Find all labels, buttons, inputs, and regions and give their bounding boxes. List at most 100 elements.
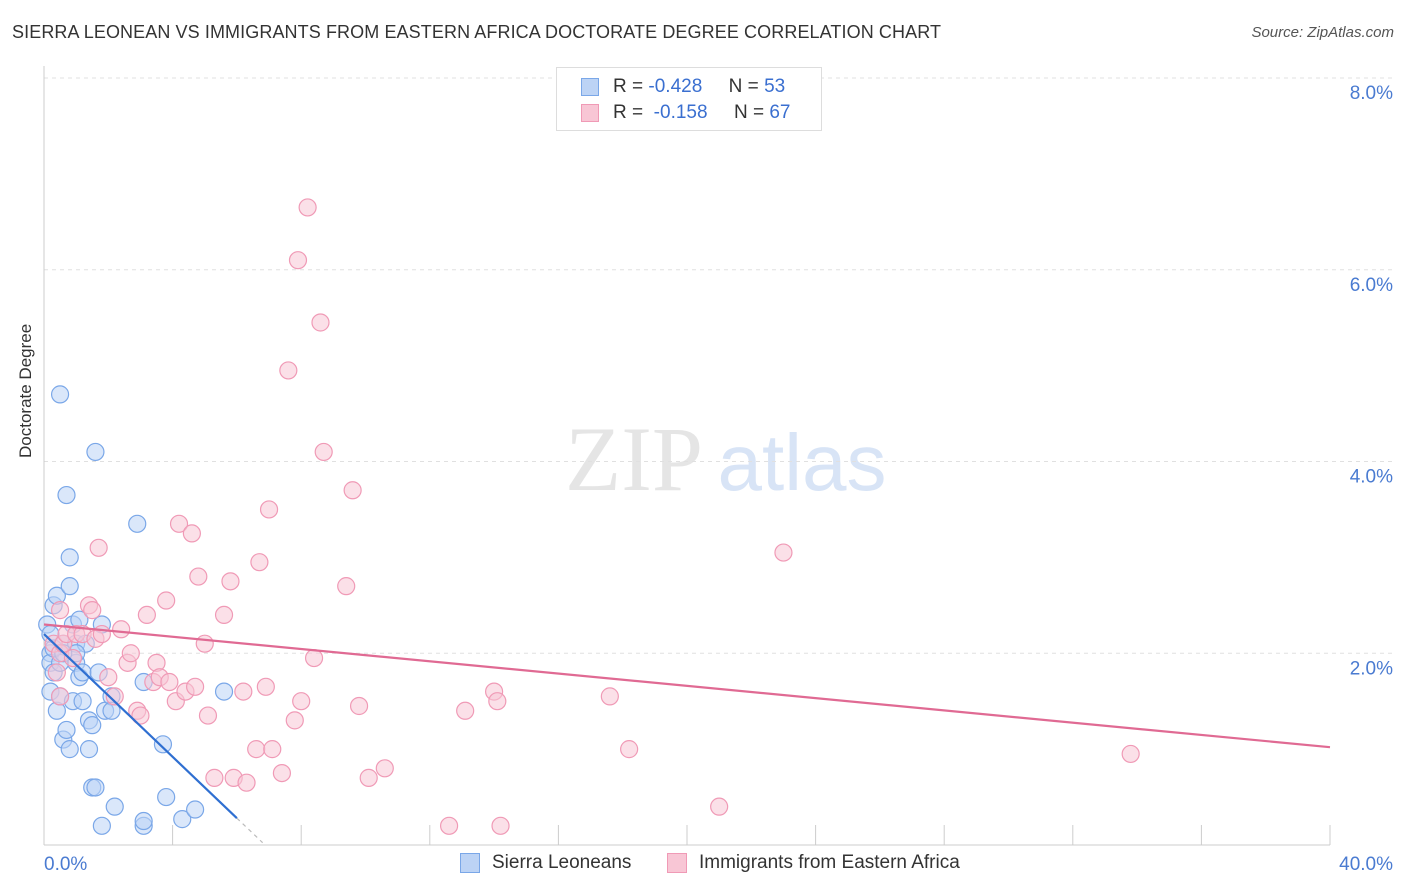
point-sierra-leonean [92, 816, 111, 835]
point-eastern-africa [92, 624, 111, 644]
point-eastern-africa [439, 816, 459, 835]
y-tick-label: 6.0% [1350, 275, 1393, 296]
point-sierra-leonean [173, 810, 192, 829]
point-sierra-leonean [60, 577, 79, 596]
point-eastern-africa [343, 481, 362, 500]
point-eastern-africa [234, 682, 253, 701]
point-eastern-africa [89, 538, 108, 557]
point-eastern-africa [50, 687, 70, 706]
point-sierra-leonean [86, 442, 105, 462]
point-eastern-africa [620, 740, 639, 759]
legend-swatch-blue [460, 853, 480, 873]
point-eastern-africa [259, 500, 279, 519]
stats-legend: R = -0.428 N = 53 R = -0.158 N = 67 [556, 67, 822, 131]
n-value: 67 [769, 102, 791, 123]
point-eastern-africa [247, 740, 266, 759]
watermark: ZIP atlas [565, 408, 886, 510]
point-eastern-africa [337, 577, 356, 596]
watermark-zip: ZIP [565, 408, 703, 510]
point-eastern-africa [250, 553, 269, 572]
point-eastern-africa [600, 687, 619, 706]
point-eastern-africa [279, 361, 298, 380]
r-value: -0.158 [653, 102, 708, 123]
source-credit: Source: ZipAtlas.com [1251, 24, 1394, 41]
point-eastern-africa [491, 816, 510, 835]
trend-lines [43, 623, 1331, 844]
points-layer [38, 198, 1140, 835]
point-eastern-africa [272, 763, 292, 783]
point-eastern-africa [121, 644, 140, 663]
point-sierra-leonean [105, 797, 124, 816]
point-eastern-africa [292, 692, 311, 711]
point-eastern-africa [47, 663, 66, 682]
point-eastern-africa [359, 768, 378, 787]
point-sierra-leonean [134, 811, 153, 831]
point-eastern-africa [105, 687, 124, 706]
point-eastern-africa [285, 711, 304, 730]
point-eastern-africa [186, 677, 205, 696]
point-eastern-africa [205, 768, 224, 787]
grid [44, 77, 1392, 654]
n-label: N = [733, 102, 765, 123]
point-sierra-leonean [73, 692, 92, 711]
legend-swatch-pink [667, 853, 687, 873]
point-sierra-leonean [50, 385, 70, 404]
point-sierra-leonean [153, 735, 173, 754]
point-eastern-africa [131, 706, 150, 725]
point-eastern-africa [311, 313, 330, 332]
point-eastern-africa [99, 668, 118, 687]
point-eastern-africa [237, 773, 256, 792]
legend-label: Sierra Leoneans [492, 852, 632, 873]
point-sierra-leonean [79, 740, 99, 759]
r-label: R = [613, 102, 644, 123]
point-eastern-africa [1121, 744, 1140, 764]
point-eastern-africa [112, 620, 131, 639]
point-sierra-leonean [128, 514, 147, 533]
legend-swatch-pink [581, 104, 599, 122]
point-eastern-africa [137, 605, 156, 625]
y-axis-label: Doctorate Degree [16, 323, 35, 458]
point-eastern-africa [169, 514, 189, 533]
point-eastern-africa [774, 543, 793, 562]
point-eastern-africa [349, 696, 369, 716]
point-eastern-africa [50, 601, 70, 620]
point-sierra-leonean [57, 720, 76, 740]
point-eastern-africa [160, 672, 179, 692]
point-eastern-africa [214, 605, 234, 625]
y-tick-label: 2.0% [1350, 658, 1393, 679]
chart-title: SIERRA LEONEAN VS IMMIGRANTS FROM EASTER… [12, 22, 942, 42]
point-eastern-africa [314, 442, 333, 462]
y-tick-label: 4.0% [1350, 467, 1393, 488]
point-eastern-africa [256, 677, 275, 696]
point-eastern-africa [263, 740, 282, 759]
point-eastern-africa [488, 692, 507, 711]
point-sierra-leonean [60, 740, 79, 759]
point-eastern-africa [189, 567, 208, 586]
tick-labels: 2.0% 4.0% 6.0% 8.0% 0.0% 40.0% [44, 83, 1393, 875]
point-sierra-leonean [86, 778, 105, 797]
point-eastern-africa [83, 601, 102, 620]
point-sierra-leonean [186, 800, 205, 819]
trend-line-eastern-africa [43, 623, 1331, 749]
point-eastern-africa [710, 797, 729, 816]
r-label: R = [613, 76, 644, 97]
point-eastern-africa [456, 701, 475, 720]
watermark-atlas: atlas [718, 418, 887, 507]
trend-line-sierra-leonean [43, 633, 238, 819]
point-eastern-africa [63, 648, 83, 668]
legend-label: Immigrants from Eastern Africa [699, 852, 960, 873]
n-value: 53 [764, 76, 786, 97]
point-eastern-africa [157, 591, 176, 610]
x-tick-label: 0.0% [44, 854, 87, 875]
point-eastern-africa [288, 251, 308, 270]
point-eastern-africa [304, 648, 324, 668]
axes [43, 66, 1331, 846]
point-sierra-leonean [83, 716, 102, 735]
point-eastern-africa [198, 706, 218, 725]
r-value: -0.428 [648, 76, 703, 97]
x-tick-label: 40.0% [1339, 854, 1393, 875]
point-eastern-africa [182, 524, 201, 543]
point-eastern-africa [375, 759, 394, 778]
point-eastern-africa [195, 634, 214, 653]
